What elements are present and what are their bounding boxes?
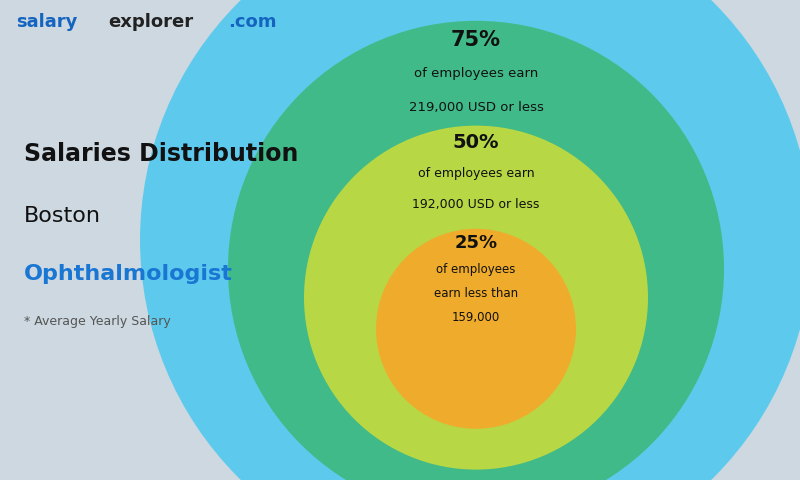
Text: of employees earn: of employees earn [414,67,538,80]
Text: 219,000 USD or less: 219,000 USD or less [409,101,543,114]
Text: earn less than: earn less than [434,287,518,300]
Ellipse shape [304,126,648,469]
Ellipse shape [140,0,800,480]
Text: 25%: 25% [454,234,498,252]
Text: 50%: 50% [453,133,499,152]
Ellipse shape [228,21,724,480]
Text: * Average Yearly Salary: * Average Yearly Salary [24,315,170,328]
Text: of employees: of employees [436,263,516,276]
Text: Salaries Distribution: Salaries Distribution [24,142,298,166]
Text: Boston: Boston [24,206,101,226]
Text: Ophthalmologist: Ophthalmologist [24,264,233,284]
Text: explorer: explorer [108,12,193,31]
Ellipse shape [376,229,576,429]
Text: .com: .com [228,12,277,31]
Text: 192,000 USD or less: 192,000 USD or less [412,198,540,211]
Text: 159,000: 159,000 [452,311,500,324]
Text: of employees earn: of employees earn [418,167,534,180]
Text: 75%: 75% [451,30,501,50]
Text: salary: salary [16,12,78,31]
